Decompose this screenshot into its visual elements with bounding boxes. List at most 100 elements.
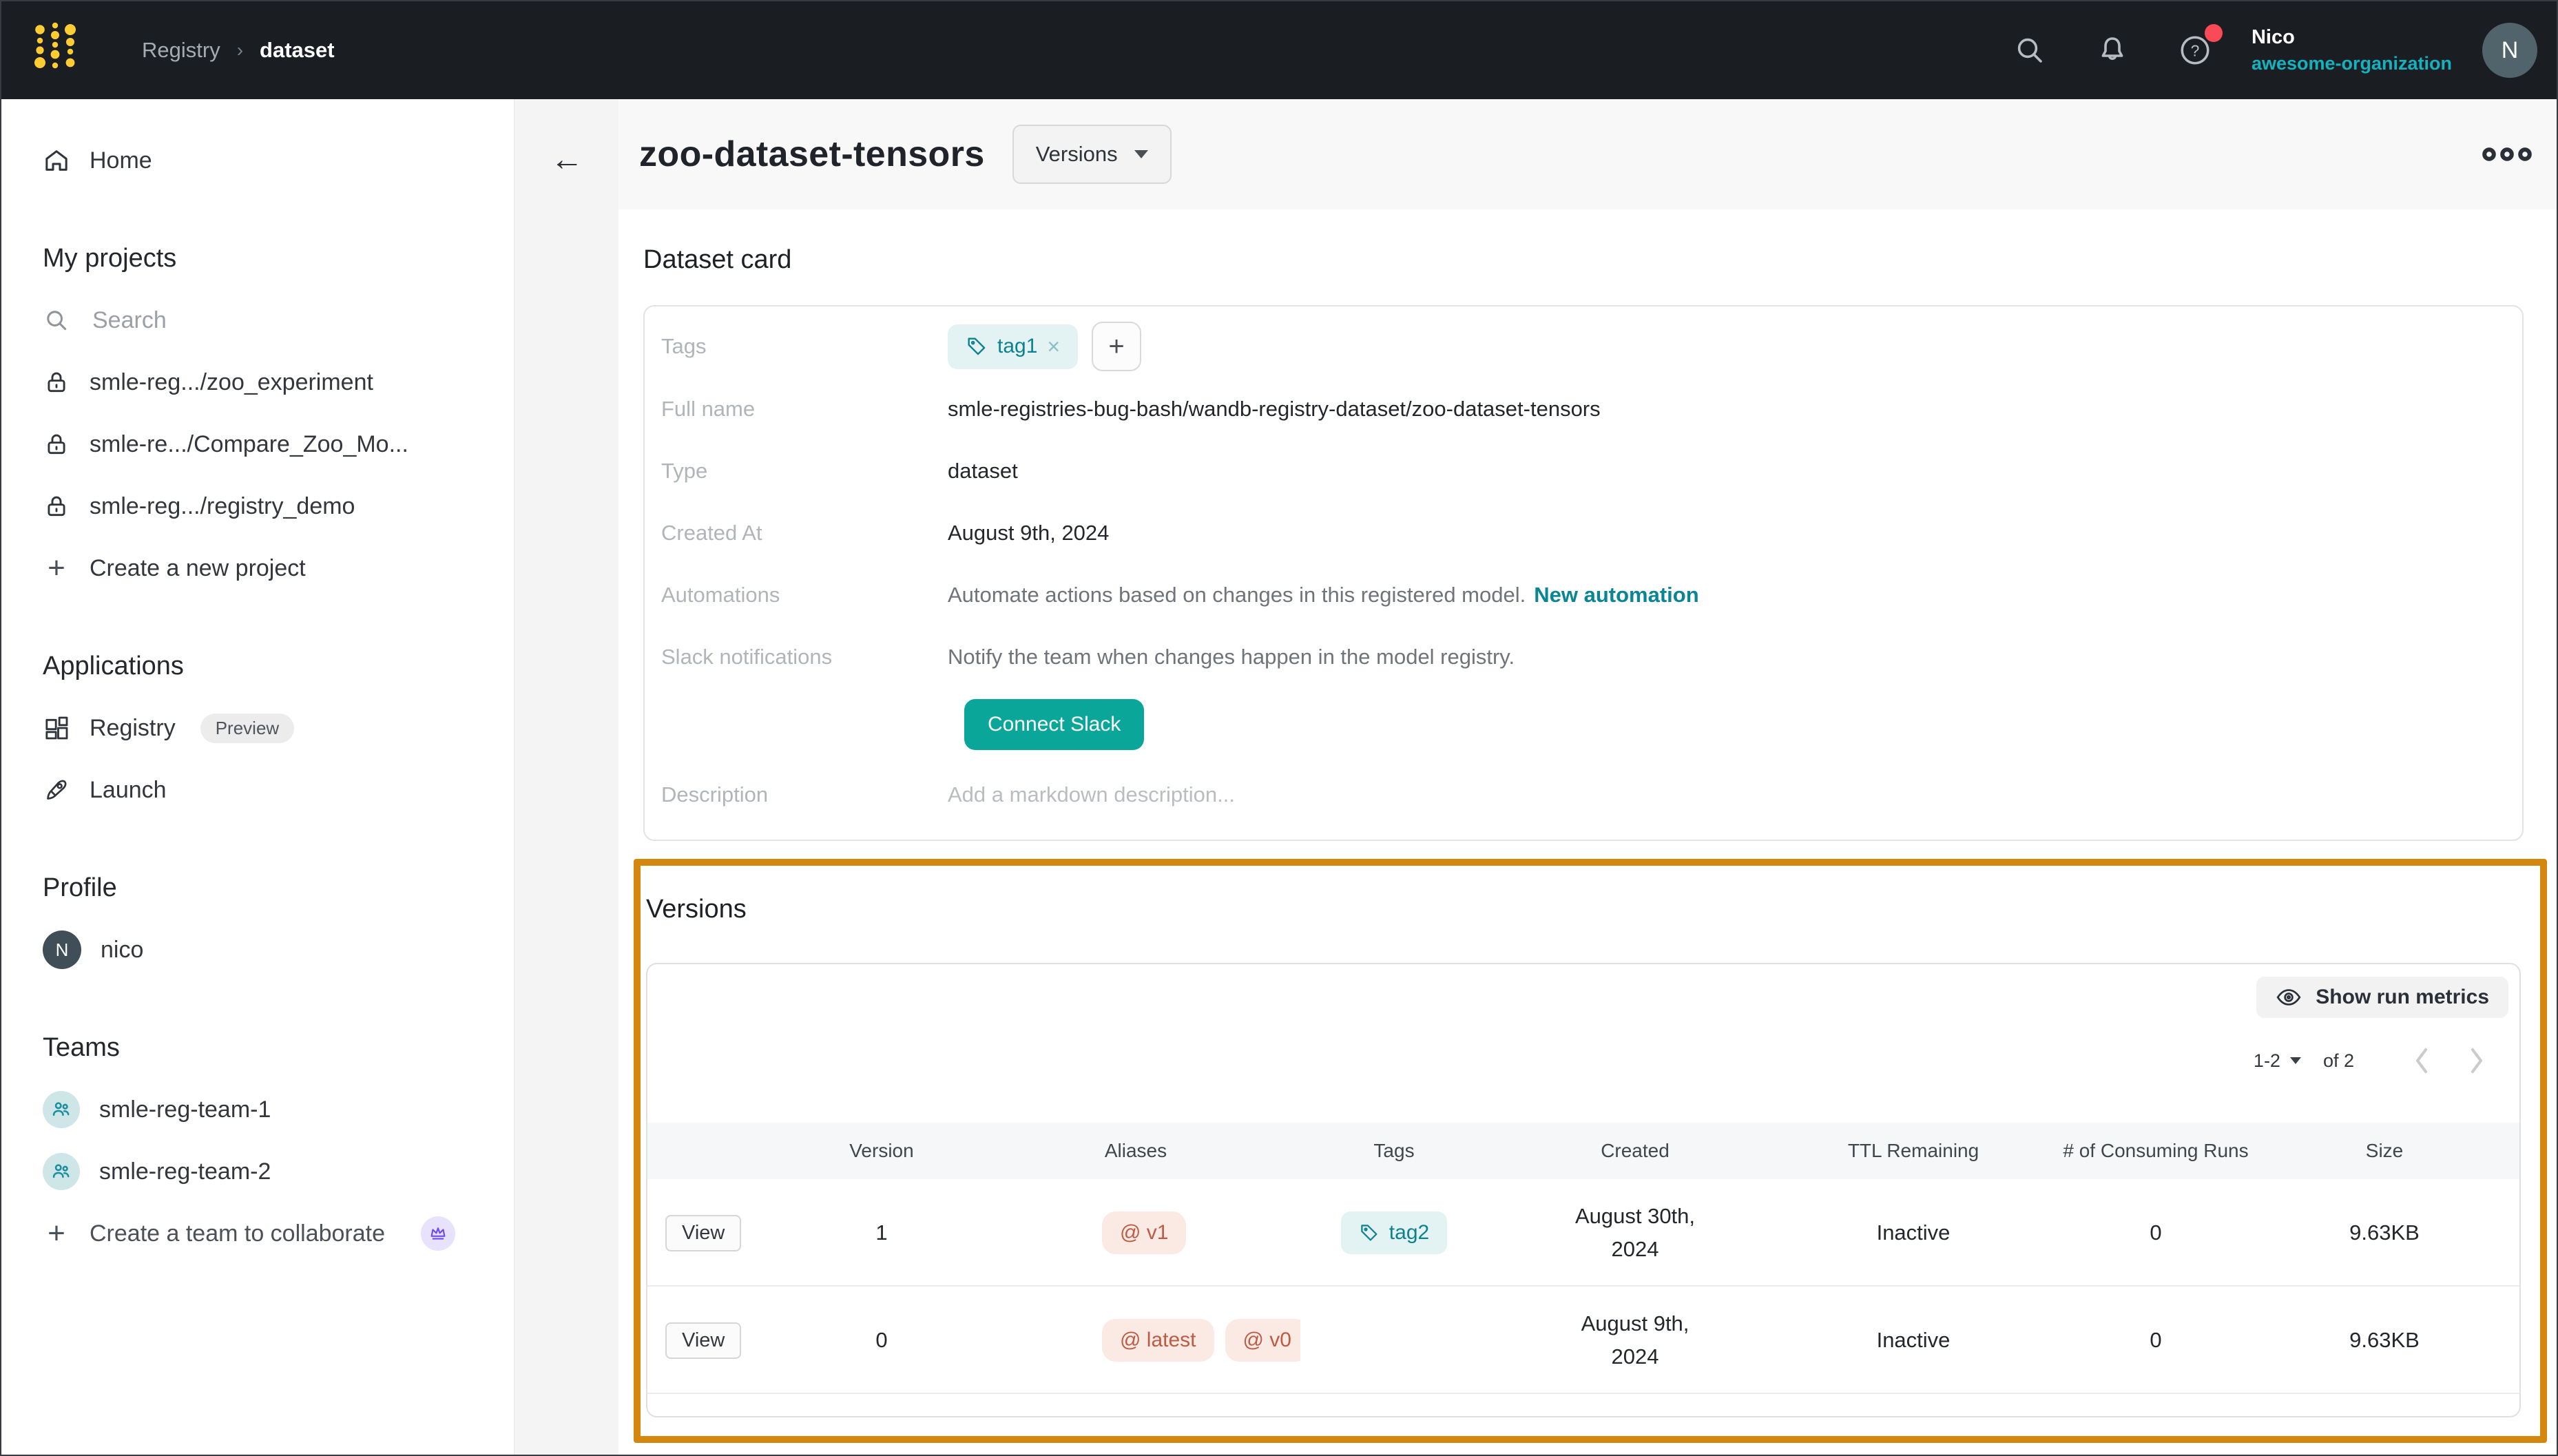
lock-icon xyxy=(43,368,70,396)
version-cell: 1 xyxy=(875,1220,888,1245)
team-label: smle-reg-team-2 xyxy=(99,1158,271,1185)
alias-chip-v0[interactable]: @ v0 xyxy=(1225,1319,1300,1362)
topbar-right: ? Nico awesome-organization N xyxy=(1965,23,2537,78)
help-icon[interactable]: ? xyxy=(2177,24,2223,68)
sidebar-project-registry-demo[interactable]: smle-reg.../registry_demo xyxy=(1,475,514,537)
close-icon[interactable]: × xyxy=(1047,333,1061,359)
created-at-label: Created At xyxy=(661,521,762,545)
tags-row: Tags tag1 × + xyxy=(661,306,2522,378)
tag-label: tag1 xyxy=(997,335,1038,357)
search-input[interactable] xyxy=(90,305,393,335)
profile-header: Profile xyxy=(43,873,117,902)
description-placeholder[interactable]: Add a markdown description... xyxy=(948,782,1235,807)
chevron-left-icon[interactable] xyxy=(2412,1046,2431,1076)
ttl-cell: Inactive xyxy=(1876,1220,1951,1245)
add-tag-button[interactable]: + xyxy=(1092,322,1142,371)
sidebar-item-launch[interactable]: Launch xyxy=(1,759,514,821)
full-name-label: Full name xyxy=(661,397,756,421)
view-button[interactable]: View xyxy=(665,1322,742,1359)
created-at-row: Created At August 9th, 2024 xyxy=(661,502,2522,564)
column-header-aliases: Aliases xyxy=(1104,1140,1167,1161)
wandb-logo-icon[interactable] xyxy=(32,17,81,83)
plus-icon: + xyxy=(48,551,65,585)
search-icon xyxy=(43,306,70,334)
table-row: View 0 @ latest @ v0 August 9th, 2024 xyxy=(647,1287,2519,1394)
notifications-bell-icon[interactable] xyxy=(2094,32,2130,68)
breadcrumb-dataset[interactable]: dataset xyxy=(260,38,335,62)
column-header-created: Created xyxy=(1601,1140,1670,1161)
back-arrow-icon[interactable]: ← xyxy=(550,141,583,178)
created-cell: August 30th, 2024 xyxy=(1574,1203,1696,1261)
user-organization[interactable]: awesome-organization xyxy=(2251,53,2452,74)
rocket-icon xyxy=(43,776,70,804)
breadcrumb-separator-icon: › xyxy=(236,39,244,61)
plus-icon: + xyxy=(48,1216,65,1250)
registry-label: Registry xyxy=(90,714,176,741)
alias-chip-v1[interactable]: @ v1 xyxy=(1102,1211,1187,1254)
project-label: smle-reg.../registry_demo xyxy=(90,492,355,519)
pagination-range-dropdown[interactable]: 1-2 xyxy=(2254,1050,2301,1072)
new-automation-link[interactable]: New automation xyxy=(1534,583,1699,607)
sidebar-project-zoo-experiment[interactable]: smle-reg.../zoo_experiment xyxy=(1,351,514,413)
slack-notifications-row: Slack notifications Notify the team when… xyxy=(661,626,2522,688)
show-run-metrics-label: Show run metrics xyxy=(2316,986,2489,1008)
versions-toolbar: Show run metrics xyxy=(647,964,2519,1018)
eye-icon xyxy=(2276,989,2301,1006)
dataset-card-heading: Dataset card xyxy=(643,245,792,274)
tags-cell: tag2 xyxy=(1300,1179,1488,1287)
sidebar-item-home[interactable]: Home xyxy=(1,129,514,191)
versions-dropdown-label: Versions xyxy=(1035,142,1118,166)
sidebar: Home My projects smle-reg.../zoo_experim xyxy=(1,99,515,1455)
view-cell: View xyxy=(647,1214,792,1251)
show-run-metrics-button[interactable]: Show run metrics xyxy=(2256,977,2508,1018)
size-cell: 9.63KB xyxy=(2349,1328,2420,1352)
create-new-project-button[interactable]: + Create a new project xyxy=(1,537,514,599)
alias-chip-latest[interactable]: @ latest xyxy=(1102,1319,1214,1362)
column-header-tags: Tags xyxy=(1373,1140,1415,1161)
svg-text:?: ? xyxy=(2191,41,2200,59)
column-header-size: Size xyxy=(2365,1140,2404,1161)
registry-grid-icon xyxy=(43,714,70,742)
description-row: Description Add a markdown description..… xyxy=(661,764,2522,826)
slack-notifications-label: Slack notifications xyxy=(661,645,833,669)
view-button[interactable]: View xyxy=(665,1214,742,1251)
type-row: Type dataset xyxy=(661,440,2522,502)
applications-header: Applications xyxy=(43,651,184,680)
dataset-card: Tags tag1 × + Full name smle-registries-… xyxy=(643,305,2524,841)
versions-dropdown[interactable]: Versions xyxy=(1012,125,1172,184)
sidebar-item-profile-nico[interactable]: N nico xyxy=(1,919,514,981)
consuming-runs-cell: 0 xyxy=(2150,1328,2162,1352)
tag-icon xyxy=(1361,1225,1377,1241)
sidebar-team-2[interactable]: smle-reg-team-2 xyxy=(1,1141,514,1203)
tag-chip-tag1[interactable]: tag1 × xyxy=(948,324,1079,369)
breadcrumb-registry[interactable]: Registry xyxy=(142,38,220,62)
sidebar-team-1[interactable]: smle-reg-team-1 xyxy=(1,1079,514,1141)
view-cell: View xyxy=(647,1322,792,1359)
user-block[interactable]: Nico awesome-organization xyxy=(2252,24,2452,76)
profile-avatar: N xyxy=(43,930,81,969)
create-team-button[interactable]: + Create a team to collaborate xyxy=(1,1203,514,1265)
connect-slack-button[interactable]: Connect Slack xyxy=(964,699,1145,750)
slack-notifications-text: Notify the team when changes happen in t… xyxy=(948,645,1515,669)
chevron-right-icon[interactable] xyxy=(2467,1046,2486,1076)
sidebar-project-compare-zoo[interactable]: smle-re.../Compare_Zoo_Mo... xyxy=(1,413,514,475)
tag-label: tag2 xyxy=(1389,1221,1430,1244)
ttl-cell: Inactive xyxy=(1876,1328,1951,1352)
sidebar-item-registry[interactable]: Registry Preview xyxy=(1,697,514,759)
table-row: View 1 @ v1 tag2 xyxy=(647,1179,2519,1287)
column-header-ttl: TTL Remaining xyxy=(1847,1140,1979,1161)
user-avatar[interactable]: N xyxy=(2482,23,2537,78)
project-search[interactable] xyxy=(1,289,514,351)
type-label: Type xyxy=(661,459,708,483)
tag-icon xyxy=(968,337,986,355)
overflow-menu-icon[interactable] xyxy=(2481,145,2533,164)
page-title: zoo-dataset-tensors xyxy=(639,134,985,174)
description-label: Description xyxy=(661,782,769,807)
title-band: zoo-dataset-tensors Versions xyxy=(618,99,2557,209)
versions-table: Version Aliases Tags Created TTL Remaini… xyxy=(647,1123,2519,1416)
tags-cell xyxy=(1300,1287,1488,1394)
automations-label: Automations xyxy=(661,583,780,607)
search-icon[interactable] xyxy=(2012,32,2048,68)
tag-chip-tag2[interactable]: tag2 xyxy=(1340,1211,1448,1254)
